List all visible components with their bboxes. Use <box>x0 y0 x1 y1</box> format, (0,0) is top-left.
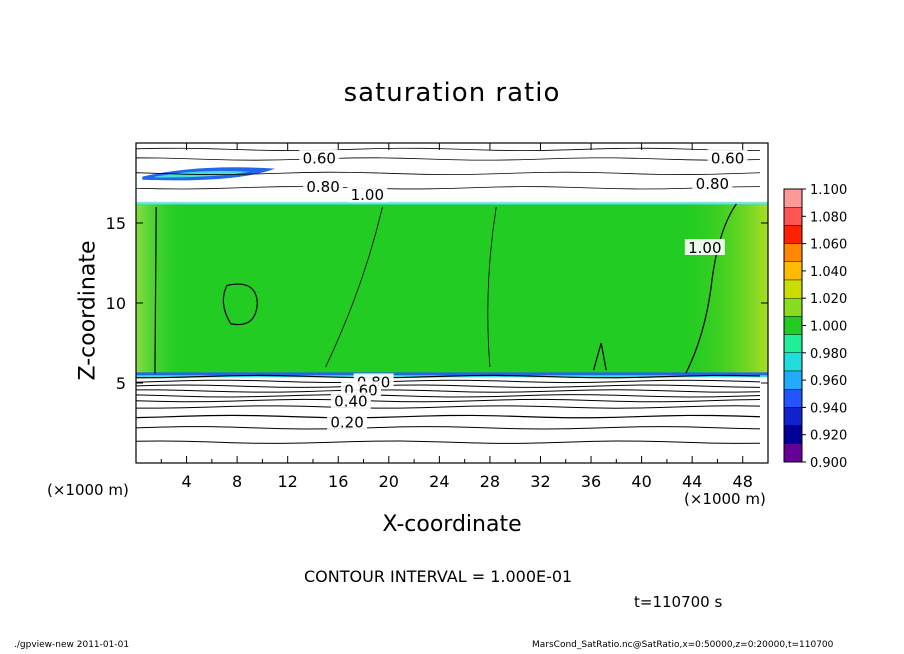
colorbar-swatch <box>783 407 803 426</box>
contour-lines: 0.600.801.000.600.801.000.800.600.400.20 <box>135 147 761 444</box>
colorbar-label: 1.100 <box>810 183 847 198</box>
contour-interval-text: CONTOUR INTERVAL = 1.000E-01 <box>304 567 573 586</box>
contour-line <box>135 394 761 398</box>
colorbar-swatch <box>783 206 803 226</box>
contour-line <box>135 147 761 151</box>
colorbar-label: 0.920 <box>810 429 847 444</box>
saturated-layer-fill <box>136 167 768 378</box>
left-edge-shading <box>136 203 186 374</box>
footer-right: MarsCond_SatRatio.nc@SatRatio,x=0:50000,… <box>532 640 834 650</box>
colorbar-label: 0.980 <box>810 347 847 362</box>
contour-label: 1.00 <box>351 186 384 204</box>
x-tick-label: 4 <box>181 472 191 491</box>
colorbar-label: 0.960 <box>810 374 847 389</box>
contour-label: 0.80 <box>696 175 729 193</box>
bottom-fringe <box>136 372 768 376</box>
contour-line <box>135 374 761 379</box>
saturated-region <box>136 203 768 374</box>
x-tick-label: 48 <box>733 472 753 491</box>
x-tick-label: 12 <box>278 472 298 491</box>
colorbar-swatch <box>783 425 803 445</box>
contour-line <box>325 206 497 368</box>
colorbar-swatch <box>783 370 803 390</box>
contour-line <box>135 384 761 388</box>
colorbar-swatch <box>783 389 803 408</box>
x-tick-label: 8 <box>232 472 242 491</box>
x-tick-label: 36 <box>581 472 601 491</box>
x-tick-label: 32 <box>530 472 550 491</box>
x-tick-label: 28 <box>480 472 500 491</box>
contour-line <box>135 426 761 430</box>
x-tick-label: 24 <box>429 472 449 491</box>
contour-line <box>154 206 157 374</box>
colorbar-swatch <box>783 443 803 463</box>
contour-line <box>135 398 761 403</box>
top-fringe <box>136 201 768 205</box>
colorbar-label: 0.940 <box>810 401 847 416</box>
contour-label-bg <box>303 178 344 195</box>
y-axis-unit: (×1000 m) <box>47 481 129 499</box>
x-axis-label: X-coordinate <box>382 512 522 537</box>
contour-label: 0.40 <box>334 393 367 411</box>
x-tick-label: 40 <box>631 472 651 491</box>
colorbar-swatch <box>783 225 803 244</box>
contour-line <box>135 157 761 161</box>
colorbar-swatch <box>783 243 803 263</box>
x-axis-unit: (×1000 m) <box>684 490 766 508</box>
contour-label: 1.00 <box>688 239 721 257</box>
contour-label: 0.20 <box>330 413 363 431</box>
colorbar-label: 1.040 <box>810 265 847 280</box>
footer-left: ./gpview-new 2011-01-01 <box>14 640 130 650</box>
colorbar-label: 1.060 <box>810 238 847 253</box>
contour-label: 0.60 <box>711 149 744 167</box>
contour-label-bg <box>347 186 388 203</box>
colorbar-label: 0.900 <box>810 456 847 471</box>
x-tick-label: 44 <box>682 472 702 491</box>
contour-loop <box>222 283 258 326</box>
y-tick-label: 15 <box>106 214 126 233</box>
contour-line <box>135 405 761 409</box>
contour-label-bg <box>707 149 748 166</box>
colorbar-swatch <box>783 352 803 372</box>
colorbar-swatch <box>783 188 803 208</box>
contour-line <box>135 186 761 190</box>
contour-line <box>135 389 761 393</box>
contour-label-bg <box>327 413 368 430</box>
y-tick-label: 5 <box>116 374 126 393</box>
contour-loop <box>592 342 607 371</box>
contour-label: 0.80 <box>306 178 339 196</box>
contour-line <box>135 171 761 175</box>
colorbar-swatch <box>783 334 803 354</box>
colorbar-label: 1.080 <box>810 210 847 225</box>
y-tick-label: 10 <box>106 294 126 313</box>
time-label: t=110700 s <box>634 593 723 611</box>
contour-label-bg <box>330 392 371 409</box>
contour-label-bg <box>299 149 340 166</box>
contour-line <box>135 440 761 444</box>
colorbar-label: 1.000 <box>810 320 847 335</box>
colorbar-swatch <box>783 298 803 317</box>
colorbar-label: 1.020 <box>810 292 847 307</box>
colorbar-swatch <box>783 316 803 335</box>
contour-line <box>135 414 761 419</box>
contour-label-bg <box>692 175 733 191</box>
chart-title: saturation ratio <box>343 78 561 108</box>
colorbar: 1.100 1.080 1.060 1.040 1.020 1.000 0.980 0.960… <box>783 183 847 471</box>
colorbar-swatch <box>783 279 803 299</box>
colorbar-swatch <box>783 261 803 281</box>
contour-label: 0.60 <box>303 149 336 167</box>
x-tick-label: 20 <box>379 472 399 491</box>
x-tick-label: 16 <box>328 472 348 491</box>
contour-label-bg <box>684 239 725 255</box>
contour-line <box>685 203 737 374</box>
contour-line <box>135 379 761 384</box>
